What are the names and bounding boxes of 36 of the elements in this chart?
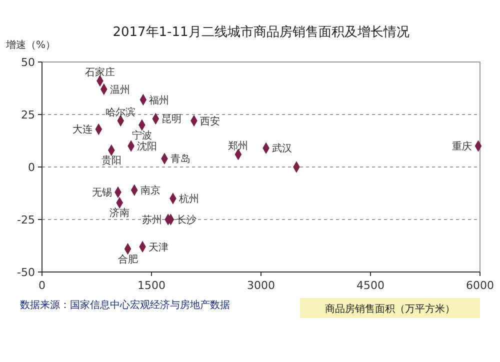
y-tick-label: -25 bbox=[17, 213, 35, 226]
annotation: 郑州 bbox=[228, 140, 248, 152]
x-tick-label: 4500 bbox=[356, 279, 384, 292]
annotation: 昆明 bbox=[162, 114, 182, 126]
x-tick-label: 0 bbox=[38, 279, 46, 292]
y-tick-label: 25 bbox=[21, 108, 35, 122]
annotation: 大连 bbox=[72, 124, 93, 136]
annotation: 苏州 bbox=[142, 214, 162, 226]
annotation: 温州 bbox=[110, 84, 130, 96]
annotation: 济南 bbox=[110, 207, 130, 220]
chart-title: 2017年1-11月二线城市商品房销售面积及增长情况 bbox=[112, 24, 410, 40]
annotation: 石家庄 bbox=[84, 66, 115, 78]
y-tick-label: -50 bbox=[17, 266, 35, 279]
annotation: 南京 bbox=[140, 184, 160, 197]
annotation: 青岛 bbox=[170, 153, 190, 166]
annotation: 天津 bbox=[148, 241, 169, 254]
annotation: 杭州 bbox=[178, 193, 199, 205]
annotation: 武汉 bbox=[272, 142, 292, 155]
y-tick-label: 50 bbox=[21, 56, 35, 69]
source-note: 数据来源：国家信息中心宏观经济与房地产数据 bbox=[20, 299, 230, 311]
annotation: 福州 bbox=[149, 94, 170, 106]
annotation: 西安 bbox=[200, 115, 220, 128]
annotation: 重庆 bbox=[452, 140, 472, 152]
annotation: 无锡 bbox=[92, 188, 112, 199]
x-tick-label: 3000 bbox=[247, 279, 275, 292]
annotation: 合肥 bbox=[118, 253, 138, 266]
x-axis-title: 商品房销售面积（万平方米） bbox=[325, 303, 455, 315]
x-tick-label: 6000 bbox=[466, 279, 494, 292]
annotation: 长沙 bbox=[176, 214, 197, 226]
annotation: 宁波 bbox=[132, 130, 152, 142]
annotation: 沈阳 bbox=[137, 140, 158, 152]
annotation: 贵阳 bbox=[101, 154, 122, 167]
y-tick-label: 0 bbox=[28, 160, 35, 174]
y-axis-title: 增速（%） bbox=[5, 39, 56, 51]
x-tick-label: 1500 bbox=[138, 279, 166, 292]
annotation: 哈尔滨 bbox=[106, 106, 136, 118]
